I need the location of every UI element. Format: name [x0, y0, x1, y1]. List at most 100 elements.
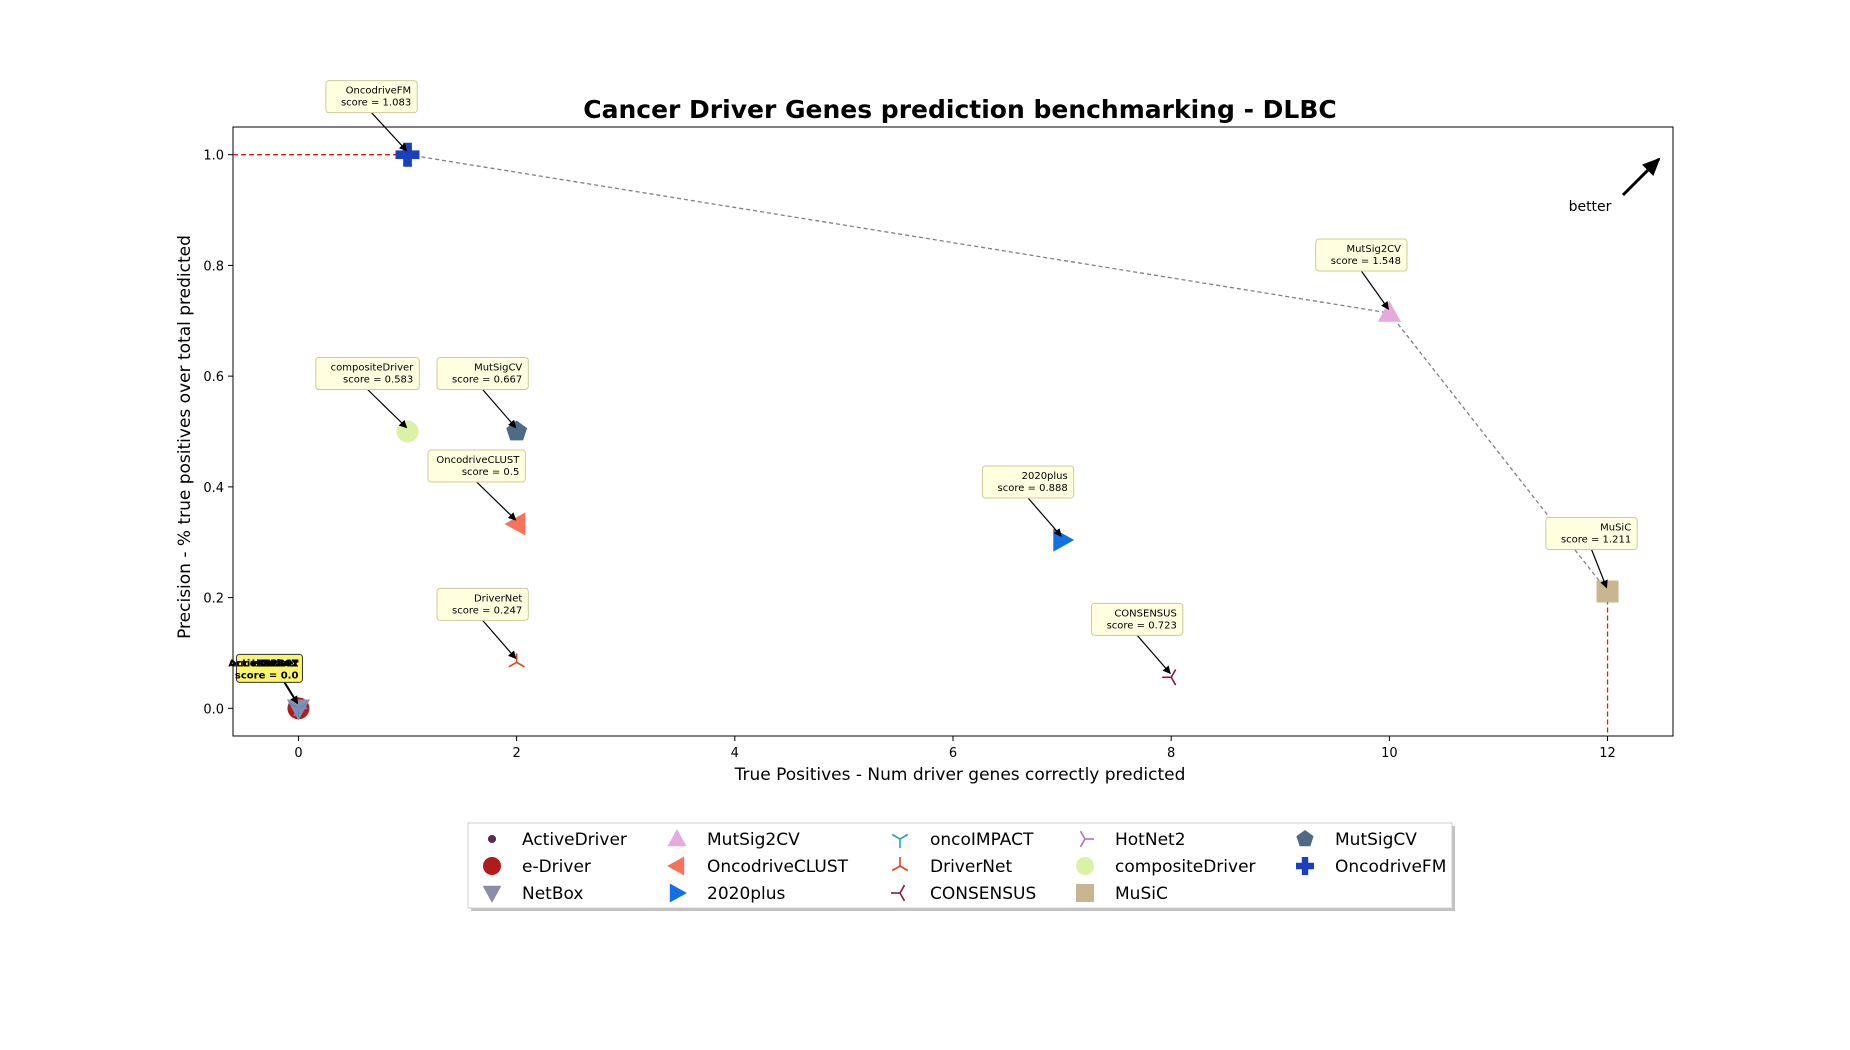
annotation-2020plus-text-0: 2020plus [1022, 471, 1068, 482]
legend-marker-mutsig2cv [667, 829, 687, 847]
legend-marker-netbox [482, 885, 502, 903]
annotation-mutsigcv-text-0: MutSigCV [474, 363, 522, 374]
point-consensus [1162, 669, 1177, 686]
x-tick-label-6: 12 [1599, 746, 1616, 761]
annotation-oncodriveclust-arrow [476, 481, 517, 521]
annotation-mutsigcv-arrow [482, 389, 517, 429]
annotation-oncodriveclust-text-0: OncodriveCLUST [436, 455, 520, 466]
legend-marker-music [1076, 884, 1094, 902]
point-mutsigcv [506, 420, 528, 441]
annotation-overlap-arrow [283, 681, 299, 705]
y-axis-label: Precision - % true positives over total … [175, 235, 195, 639]
point-2020plus [1053, 528, 1075, 552]
x-tick-label-0: 0 [294, 746, 302, 761]
annotation-compositedriver-text-1: score = 0.583 [343, 375, 413, 386]
annotation-mutsigcv-box [436, 357, 529, 390]
legend-label-oncoimpact: oncoIMPACT [930, 830, 1034, 850]
y-tick-label-0: 0.0 [203, 702, 224, 717]
legend-box [467, 822, 1453, 909]
legend-label-compositedriver: compositeDriver [1115, 857, 1256, 877]
legend-label-consensus: CONSENSUS [930, 884, 1036, 904]
legend-label-netbox: NetBox [522, 884, 583, 904]
annotation-consensus-box [1091, 602, 1184, 636]
annotation-compositedriver-box [315, 357, 420, 390]
chart-title: Cancer Driver Genes prediction benchmark… [583, 95, 1337, 124]
x-axis-label: True Positives - Num driver genes correc… [734, 765, 1186, 785]
legend-label-2020plus: 2020plus [707, 884, 786, 904]
legend-marker-hotnet2 [1079, 830, 1094, 848]
annotation-drivernet-arrow [482, 619, 517, 660]
legend-marker-e-driver [483, 857, 501, 875]
plot-frame [232, 126, 1674, 737]
annotation-2020plus-arrow [1027, 497, 1062, 537]
legend-label-oncodriveclust: OncodriveCLUST [707, 857, 849, 877]
annotation-drivernet-box [436, 587, 529, 621]
x-tick-label-1: 2 [512, 746, 520, 761]
annotation-mutsig2cv-arrow [1360, 270, 1389, 310]
annotation-mutsig2cv-text-1: score = 1.548 [1331, 256, 1401, 267]
annotation-music-box [1545, 517, 1638, 551]
annotation-overlap-box [235, 653, 303, 683]
annotation-overlap-name-3: oncoIMPACT [230, 658, 299, 669]
pareto-segment-0 [407, 154, 1390, 314]
legend-marker-mutsigcv [1296, 830, 1314, 847]
legend-label-e-driver: e-Driver [522, 857, 591, 877]
annotation-overlap-zero: ActiveDrivere-DriverNetBoxoncoIMPACTHotN… [228, 653, 303, 705]
annotation-consensus-arrow [1136, 634, 1171, 675]
annotation-overlap-name-1: e-Driver [253, 658, 299, 669]
point-oncodriveclust [504, 512, 526, 536]
legend-label-music: MuSiC [1115, 884, 1168, 904]
legend-marker-oncodriveclust [667, 856, 685, 876]
y-tick-label-4: 0.8 [203, 259, 224, 274]
x-tick-label-3: 6 [949, 746, 957, 761]
point-oncodrivefm [395, 142, 420, 167]
legend-marker-consensus [891, 884, 906, 902]
point-mutsig2cv [1377, 300, 1401, 322]
annotation-mutsigcv-text-1: score = 0.667 [452, 375, 522, 386]
legend-label-drivernet: DriverNet [930, 857, 1012, 877]
legend-marker-drivernet [891, 857, 909, 872]
y-tick-label-1: 0.2 [203, 592, 224, 607]
y-tick-label-3: 0.6 [203, 370, 224, 385]
point-music [1596, 580, 1619, 603]
x-tick-label-5: 10 [1381, 746, 1398, 761]
legend-label-mutsigcv: MutSigCV [1335, 830, 1417, 850]
legend-marker-compositedriver [1076, 857, 1094, 875]
better-label: better [1569, 199, 1612, 215]
annotation-2020plus-box [981, 465, 1075, 499]
legend-marker-2020plus [669, 883, 687, 903]
annotation-compositedriver-text-0: compositeDriver [331, 363, 415, 374]
annotation-drivernet-text-0: DriverNet [474, 593, 522, 604]
legend-marker-oncoimpact [891, 833, 909, 848]
legend-label-hotnet2: HotNet2 [1115, 830, 1186, 850]
annotation-drivernet-text-1: score = 0.247 [452, 605, 522, 616]
annotation-consensus-text-1: score = 0.723 [1107, 620, 1177, 631]
plot-area: 0 2 4 6 8 10 120.00.20.40.60.81.0MutSig2CVscor… [203, 80, 1674, 761]
legend-marker-oncodrivefm [1296, 857, 1314, 875]
annotation-compositedriver-arrow [367, 389, 408, 429]
annotation-oncodrivefm-arrow [371, 112, 408, 152]
annotation-overlap-score: score = 0.0 [235, 670, 299, 681]
better-arrow [1621, 157, 1661, 197]
annotation-music-text-0: MuSiC [1600, 523, 1631, 534]
y-tick-label-2: 0.4 [203, 481, 224, 496]
annotation-overlap-name-4: HotNet2 [252, 658, 299, 669]
legend-label-mutsig2cv: MutSig2CV [707, 830, 800, 850]
point-compositedriver [396, 420, 419, 443]
y-tick-label-5: 1.0 [203, 149, 224, 164]
annotation-mutsig2cv-box [1315, 238, 1408, 272]
legend: ActiveDriver e-Driver NetBox MutSig2CV Oncod… [467, 822, 1455, 911]
legend-marker-activedriver [487, 834, 497, 844]
annotation-music-arrow [1590, 549, 1608, 589]
annotation-2020plus-text-1: score = 0.888 [998, 483, 1068, 494]
annotation-oncodrivefm-box [325, 80, 418, 114]
annotation-consensus-text-0: CONSENSUS [1114, 608, 1177, 619]
annotation-oncodrivefm-text-1: score = 1.083 [341, 98, 411, 109]
